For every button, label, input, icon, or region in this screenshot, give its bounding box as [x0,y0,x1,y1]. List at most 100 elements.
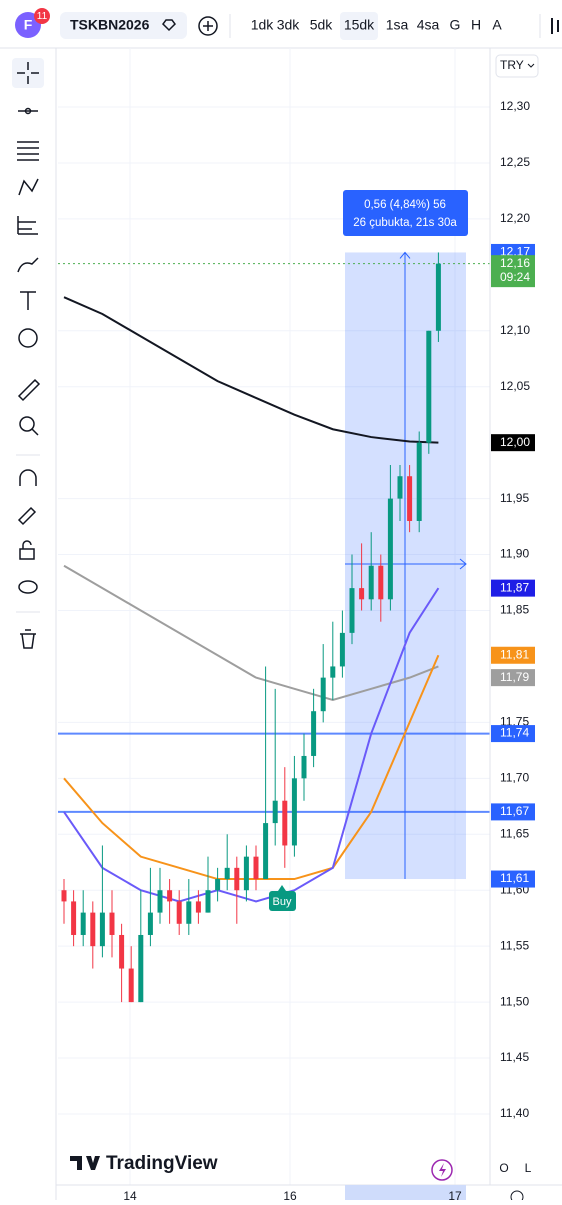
y-tick-label: 11,55 [500,938,529,952]
interval[interactable]: G [450,17,461,33]
candle-body [320,677,326,712]
candle-body [128,968,134,1003]
currency-caret [527,63,535,68]
candle-body [224,867,230,880]
candle-body [311,711,317,756]
delete-tool[interactable] [20,629,36,649]
price-badge-label: 11,61 [500,871,529,885]
candle-body [80,912,86,935]
ruler-tool[interactable] [17,378,41,402]
candle-body [147,912,153,935]
alert-button[interactable] [431,1159,453,1181]
candle-body [176,901,182,924]
price-badge-label: 11,87 [500,580,529,594]
y-tick-label: 11,45 [500,1050,529,1064]
moving-average [63,564,439,702]
forecast-tool[interactable] [17,216,38,235]
candle-body [263,823,269,880]
candle-body [195,901,201,913]
candle-body [407,476,413,521]
measure-v-arrowhead [399,251,411,259]
y-tick-label: 11,40 [500,1106,529,1120]
currency-box[interactable] [495,54,539,78]
price-badge-label: 11,79 [500,670,529,684]
price-badge-label: 12,16 [500,256,530,270]
measure-label: 26 çubukta, 21s 30a [353,217,457,229]
interval[interactable]: A [492,17,502,33]
price-badge [491,669,535,687]
candle-body [253,856,259,880]
y-tick-label: 12,25 [500,155,530,169]
interval[interactable]: 1sa [386,17,409,33]
price-badge-countdown: 09:24 [500,270,530,284]
corner-button[interactable]: L [525,1161,532,1175]
candle-body [205,890,211,913]
x-tick-label: 14 [123,1189,137,1200]
y-tick-label: 11,95 [500,491,529,505]
y-tick-label: 12,10 [500,323,530,337]
brush-tool[interactable] [17,257,39,273]
chart-type-icon[interactable] [551,18,559,34]
visibility-tool[interactable] [18,580,38,594]
candle-body [301,755,307,779]
settings-button[interactable] [510,1190,524,1204]
interval[interactable]: H [471,17,481,33]
y-tick-label: 12,30 [500,99,530,113]
zoom-tool-handle [31,428,39,436]
magnet-tool[interactable] [19,469,37,486]
logo: TradingView [106,1153,218,1174]
y-tick-label: 12,20 [500,211,530,225]
interval[interactable]: 3dk [277,17,301,33]
candle-body [61,890,67,902]
zoom-tool[interactable] [19,416,35,432]
logo-mark [70,1156,100,1170]
candle-body [426,330,432,443]
candle-body [99,912,105,947]
interval[interactable]: 1dk [251,17,275,33]
price-badge-label: 11,74 [500,726,529,740]
corner-button[interactable]: O [499,1161,508,1175]
add-symbol[interactable] [198,16,218,36]
symbol-icon[interactable] [162,19,176,32]
avatar-letter: F [24,17,33,33]
notification-badge [34,8,50,24]
candle-body [234,867,240,891]
candle-body [349,588,355,633]
pattern-tool[interactable] [18,178,39,196]
y-tick-label: 11,70 [500,771,529,785]
price-badge [491,646,535,664]
interval-active-bg [340,12,378,40]
candle-body [330,666,336,678]
text-tool[interactable] [20,291,36,310]
x-tick-label: 17 [448,1189,462,1200]
interval[interactable]: 15dk [344,17,375,33]
candle-body [215,879,221,891]
y-tick-label: 11,90 [500,547,529,561]
price-badge [491,255,535,288]
candle-body [186,901,192,924]
crosshair-tool[interactable] [17,62,39,84]
price-badge [491,725,535,743]
price-badge-label: 12,17 [500,245,530,259]
candle-body [397,476,403,499]
candle-body [109,912,115,935]
fib-tool[interactable] [17,141,39,161]
candle-body [378,565,384,600]
currency: TRY [500,58,524,72]
lock-draw-tool[interactable] [17,506,37,526]
interval[interactable]: 4sa [417,17,440,33]
candle-body [291,778,297,846]
candle-body [272,800,278,824]
candle-body [359,588,365,600]
lock-tool[interactable] [19,548,35,560]
y-tick-label: 11,85 [500,603,529,617]
emoji-tool[interactable] [18,328,38,348]
price-badge [491,870,535,888]
price-badge-label: 12,00 [500,435,530,449]
y-tick-label: 11,50 [500,994,529,1008]
interval[interactable]: 5dk [310,17,334,33]
notification-count: 11 [37,11,48,22]
candle-body [368,565,374,600]
symbol-box[interactable] [60,12,187,39]
y-tick-label: 12,05 [500,379,530,393]
